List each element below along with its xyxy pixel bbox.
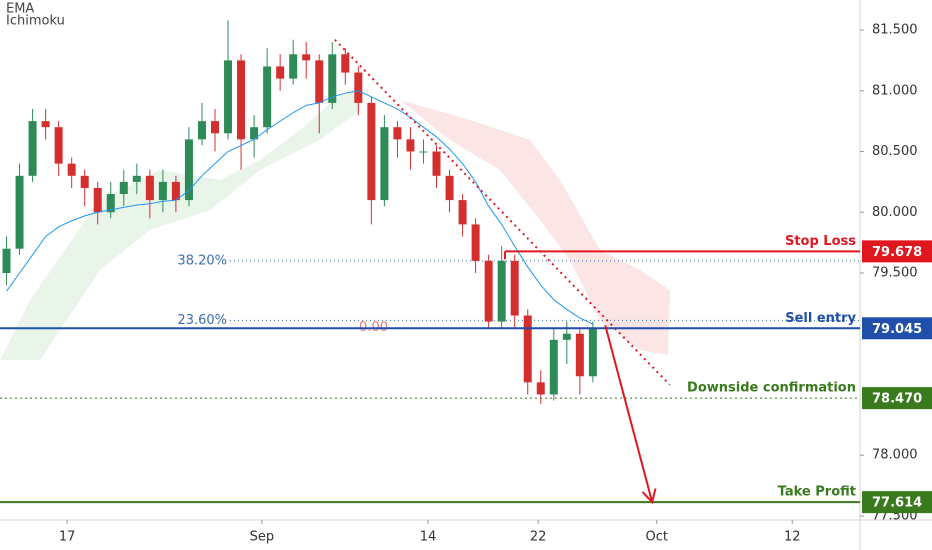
ema-line — [6, 90, 594, 325]
candle-body — [510, 260, 519, 316]
candle-body — [132, 175, 141, 182]
candle-body — [497, 260, 506, 322]
price-badge — [862, 317, 932, 340]
candle-body — [341, 54, 350, 73]
candle-body — [80, 175, 89, 188]
candle-body — [93, 187, 102, 213]
candle-body — [2, 248, 11, 273]
candle-body — [263, 66, 272, 128]
candle-body — [250, 127, 259, 140]
arrow — [604, 324, 654, 503]
price-badge — [862, 491, 932, 514]
price-badge-label: 79.678 — [872, 245, 922, 260]
x-tick-label: Sep — [250, 530, 275, 545]
candle-body — [41, 121, 50, 128]
candle-body — [432, 151, 441, 176]
candle-body — [315, 60, 324, 103]
y-tick-label: 81.500 — [872, 23, 918, 38]
level-name: Downside confirmation — [687, 381, 856, 396]
candle-body — [575, 333, 584, 377]
level-name: Stop Loss — [785, 234, 856, 249]
candle-body — [471, 224, 480, 261]
price-badge-label: 77.614 — [872, 496, 922, 511]
fib-label: 23.60% — [177, 313, 227, 328]
candle-body — [406, 139, 415, 152]
candle-body — [237, 60, 246, 140]
candle-body — [367, 102, 376, 201]
candle-body — [484, 260, 493, 322]
candle-body — [302, 54, 311, 61]
y-tick-label: 80.000 — [872, 205, 918, 220]
candle-body — [158, 181, 167, 201]
candle-body — [523, 315, 532, 383]
candle-body — [328, 54, 337, 103]
level-name: Take Profit — [778, 485, 856, 500]
candle-body — [184, 139, 193, 201]
candle-body — [458, 200, 467, 225]
candle-body — [562, 333, 571, 340]
y-tick-label: 78.000 — [872, 448, 918, 463]
ichimoku-cloud-green — [0, 85, 360, 360]
candle-body — [289, 54, 298, 79]
y-tick-label: 80.500 — [872, 144, 918, 159]
candle-body — [67, 163, 76, 176]
indicator-label: Ichimoku — [6, 14, 65, 29]
candle-body — [28, 121, 37, 176]
fib-label: 38.20% — [177, 253, 227, 268]
candle-body — [224, 60, 233, 134]
candle-body — [197, 121, 206, 140]
candle-body — [276, 66, 285, 79]
candle-body — [211, 121, 219, 134]
candle-body — [15, 175, 24, 249]
ichimoku-cloud-red — [400, 100, 670, 355]
x-tick-label: 22 — [530, 530, 547, 545]
candle-body — [393, 127, 402, 140]
level-name: Sell entry — [785, 311, 856, 326]
candle-body — [145, 175, 154, 201]
candle-body — [354, 72, 363, 103]
price-badge-label: 79.045 — [872, 322, 922, 337]
price-badge — [862, 240, 932, 263]
candle-body — [171, 181, 180, 201]
candle-body — [380, 127, 389, 201]
candle-body — [419, 151, 428, 153]
price-badge — [862, 387, 932, 410]
indicator-label: EMA — [6, 2, 34, 17]
candle-body — [549, 339, 558, 395]
x-tick-label: 17 — [59, 530, 76, 545]
x-tick-label: Oct — [645, 530, 667, 545]
y-tick-label: 81.000 — [872, 83, 918, 98]
candle-body — [54, 127, 63, 164]
candle-body — [119, 181, 128, 195]
x-tick-label: 12 — [784, 530, 801, 545]
arrow-head — [641, 488, 657, 505]
trend-line — [334, 39, 671, 386]
price-badge-label: 78.470 — [872, 392, 922, 407]
candle-body — [106, 194, 115, 213]
candle-body — [588, 327, 597, 377]
candle-body — [445, 175, 454, 201]
y-tick-label: 79.500 — [872, 266, 918, 281]
x-tick-label: 14 — [420, 530, 437, 545]
candle-body — [536, 382, 545, 395]
